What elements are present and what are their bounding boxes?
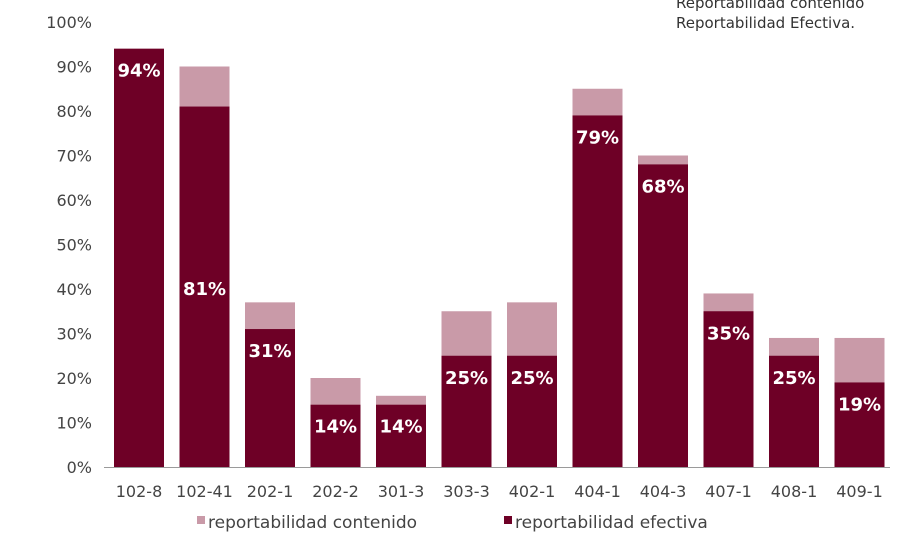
y-tick-label-30: 30% [56, 325, 92, 344]
y-tick-label-20: 20% [56, 369, 92, 388]
y-tick-label-100: 100% [46, 13, 92, 32]
data-label-303-3: 25% [445, 368, 488, 389]
bar-efectiva-409-1 [834, 382, 885, 467]
data-label-301-3: 14% [379, 417, 422, 438]
x-tick-label-409-1: 409-1 [836, 482, 883, 501]
y-tick-label-50: 50% [56, 236, 92, 255]
bar-efectiva-303-3 [441, 355, 492, 467]
data-label-402-1: 25% [510, 368, 553, 389]
y-tick-label-70: 70% [56, 147, 92, 166]
y-tick-label-80: 80% [56, 102, 92, 121]
bar-efectiva-407-1 [703, 311, 754, 467]
x-tick-label-402-1: 402-1 [509, 482, 556, 501]
data-label-102-41: 81% [183, 279, 226, 300]
data-label-404-3: 68% [641, 176, 684, 197]
x-tick-label-303-3: 303-3 [443, 482, 490, 501]
note-line-1: Reportabilidad contenido [676, 0, 865, 12]
y-tick-label-40: 40% [56, 280, 92, 299]
data-label-404-1: 79% [576, 127, 619, 148]
data-label-408-1: 25% [772, 368, 815, 389]
bar-efectiva-102-8 [114, 48, 164, 467]
bar-efectiva-408-1 [769, 355, 819, 467]
x-tick-label-301-3: 301-3 [378, 482, 425, 501]
y-tick-label-10: 10% [56, 414, 92, 433]
data-label-102-8: 94% [117, 61, 160, 82]
legend-label-reportabilidad-contenido: reportabilidad contenido [208, 513, 417, 533]
y-axis: 0% 10% 20% 30% 40% 50% 60% 70% 80% 90% 100% [46, 13, 890, 477]
legend: reportabilidad contenido reportabilidad e… [197, 513, 708, 533]
bar-efectiva-402-1 [507, 355, 557, 467]
y-tick-label-60: 60% [56, 191, 92, 210]
x-tick-label-102-8: 102-8 [116, 482, 163, 501]
bar-efectiva-202-2 [310, 404, 361, 467]
data-label-202-1: 31% [248, 341, 291, 362]
x-tick-label-202-1: 202-1 [247, 482, 294, 501]
bar-efectiva-404-3 [638, 164, 688, 467]
data-label-407-1: 35% [707, 323, 750, 344]
legend-swatch-reportabilidad-efectiva [504, 516, 512, 524]
x-axis: 102-8 102-41 202-1 202-2 301-3 303-3 402-1 404-… [116, 482, 883, 501]
x-tick-label-408-1: 408-1 [771, 482, 818, 501]
x-tick-label-404-3: 404-3 [640, 482, 687, 501]
bars: 94% 81% 31% 14% 14% 25% 25% 79% 68% 35% 25% 19% [114, 48, 885, 468]
bar-efectiva-301-3 [376, 404, 426, 467]
y-tick-label-90: 90% [56, 58, 92, 77]
x-tick-label-102-41: 102-41 [176, 482, 233, 501]
corner-note: Reportabilidad contenido Reportabilidad … [676, 0, 864, 33]
x-tick-label-407-1: 407-1 [705, 482, 752, 501]
legend-label-reportabilidad-efectiva: reportabilidad efectiva [515, 513, 708, 533]
data-label-409-1: 19% [838, 394, 881, 415]
x-tick-label-202-2: 202-2 [312, 482, 359, 501]
bar-efectiva-404-1 [572, 115, 623, 467]
note-line-2: Reportabilidad Efectiva. [676, 14, 856, 32]
y-tick-label-0: 0% [67, 458, 92, 477]
bar-efectiva-202-1 [245, 329, 295, 467]
data-label-202-2: 14% [314, 417, 357, 438]
legend-swatch-reportabilidad-contenido [197, 516, 205, 524]
bar-efectiva-102-41 [179, 106, 230, 468]
x-tick-label-404-1: 404-1 [574, 482, 621, 501]
